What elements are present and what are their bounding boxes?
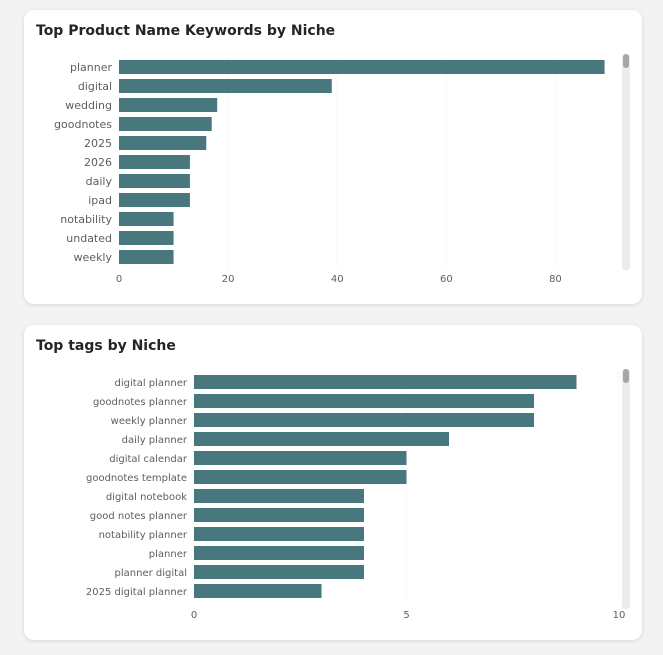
tags-category-label: weekly planner [111, 416, 188, 427]
tags-bar[interactable] [194, 584, 322, 598]
tags-bar[interactable] [194, 413, 534, 427]
tags-bar[interactable] [194, 546, 364, 560]
keywords-bar[interactable] [119, 60, 605, 74]
keywords-category-label: wedding [65, 99, 112, 112]
keywords-bar[interactable] [119, 79, 332, 93]
tags-category-label: digital calendar [109, 454, 188, 465]
keywords-x-tick-label: 40 [331, 274, 344, 285]
keywords-category-label: notability [60, 213, 112, 226]
keywords-category-label: digital [78, 80, 112, 93]
tags-bar[interactable] [194, 451, 407, 465]
keywords-x-tick-label: 20 [222, 274, 235, 285]
tags-x-tick-label: 10 [613, 610, 626, 621]
keywords-chart-title: Top Product Name Keywords by Niche [36, 23, 336, 39]
keywords-bar[interactable] [119, 231, 174, 245]
tags-x-tick-label: 0 [191, 610, 197, 621]
keywords-bar[interactable] [119, 136, 207, 150]
tags-chart-title: Top tags by Niche [36, 338, 176, 354]
tags-chart-scrollbar[interactable] [622, 369, 630, 609]
tags-category-label: digital notebook [106, 492, 187, 503]
tags-bar[interactable] [194, 375, 577, 389]
keywords-category-label: 2025 [84, 137, 112, 150]
keywords-category-label: planner [70, 61, 112, 74]
tags-bar[interactable] [194, 432, 449, 446]
tags-category-label: planner [149, 549, 188, 560]
tags-chart: digital planner goodnotes planner weekly p… [86, 372, 626, 621]
keywords-chart-card: Top Product Name Keywords by Niche plann… [24, 10, 642, 304]
keywords-x-tick-label: 80 [549, 274, 562, 285]
tags-category-label: goodnotes planner [93, 397, 188, 408]
tags-category-label: digital planner [115, 378, 188, 389]
tags-bar[interactable] [194, 527, 364, 541]
keywords-bar[interactable] [119, 193, 190, 207]
keywords-category-label: daily [86, 175, 113, 188]
keywords-category-label: undated [66, 232, 112, 245]
tags-category-label: 2025 digital planner [86, 587, 188, 598]
tags-category-label: good notes planner [90, 511, 188, 522]
tags-chart-card: Top tags by Niche digital planner goodnot… [24, 325, 642, 640]
keywords-category-label: goodnotes [54, 118, 112, 131]
keywords-bar[interactable] [119, 117, 212, 131]
keywords-x-tick-label: 60 [440, 274, 453, 285]
tags-chart-scroll-thumb[interactable] [623, 369, 629, 383]
keywords-category-label: 2026 [84, 156, 112, 169]
tags-bar[interactable] [194, 489, 364, 503]
tags-category-label: daily planner [122, 435, 188, 446]
tags-bar[interactable] [194, 508, 364, 522]
keywords-bar[interactable] [119, 155, 190, 169]
keywords-x-tick-label: 0 [116, 274, 122, 285]
tags-category-label: planner digital [115, 568, 187, 579]
keywords-bar[interactable] [119, 174, 190, 188]
tags-category-label: notability planner [99, 530, 188, 541]
tags-x-tick-label: 5 [403, 610, 409, 621]
keywords-bar[interactable] [119, 98, 218, 112]
keywords-chart: planner digital wedding goodnotes 2025 2026 da… [54, 57, 605, 285]
tags-bar[interactable] [194, 394, 534, 408]
keywords-category-label: weekly [74, 251, 113, 264]
keywords-chart-scroll-thumb[interactable] [623, 54, 629, 68]
keywords-bar[interactable] [119, 250, 174, 264]
tags-category-label: goodnotes template [86, 473, 187, 484]
keywords-bar[interactable] [119, 212, 174, 226]
keywords-chart-scrollbar[interactable] [622, 54, 630, 270]
keywords-category-label: ipad [88, 194, 112, 207]
tags-bar[interactable] [194, 470, 407, 484]
tags-bar[interactable] [194, 565, 364, 579]
